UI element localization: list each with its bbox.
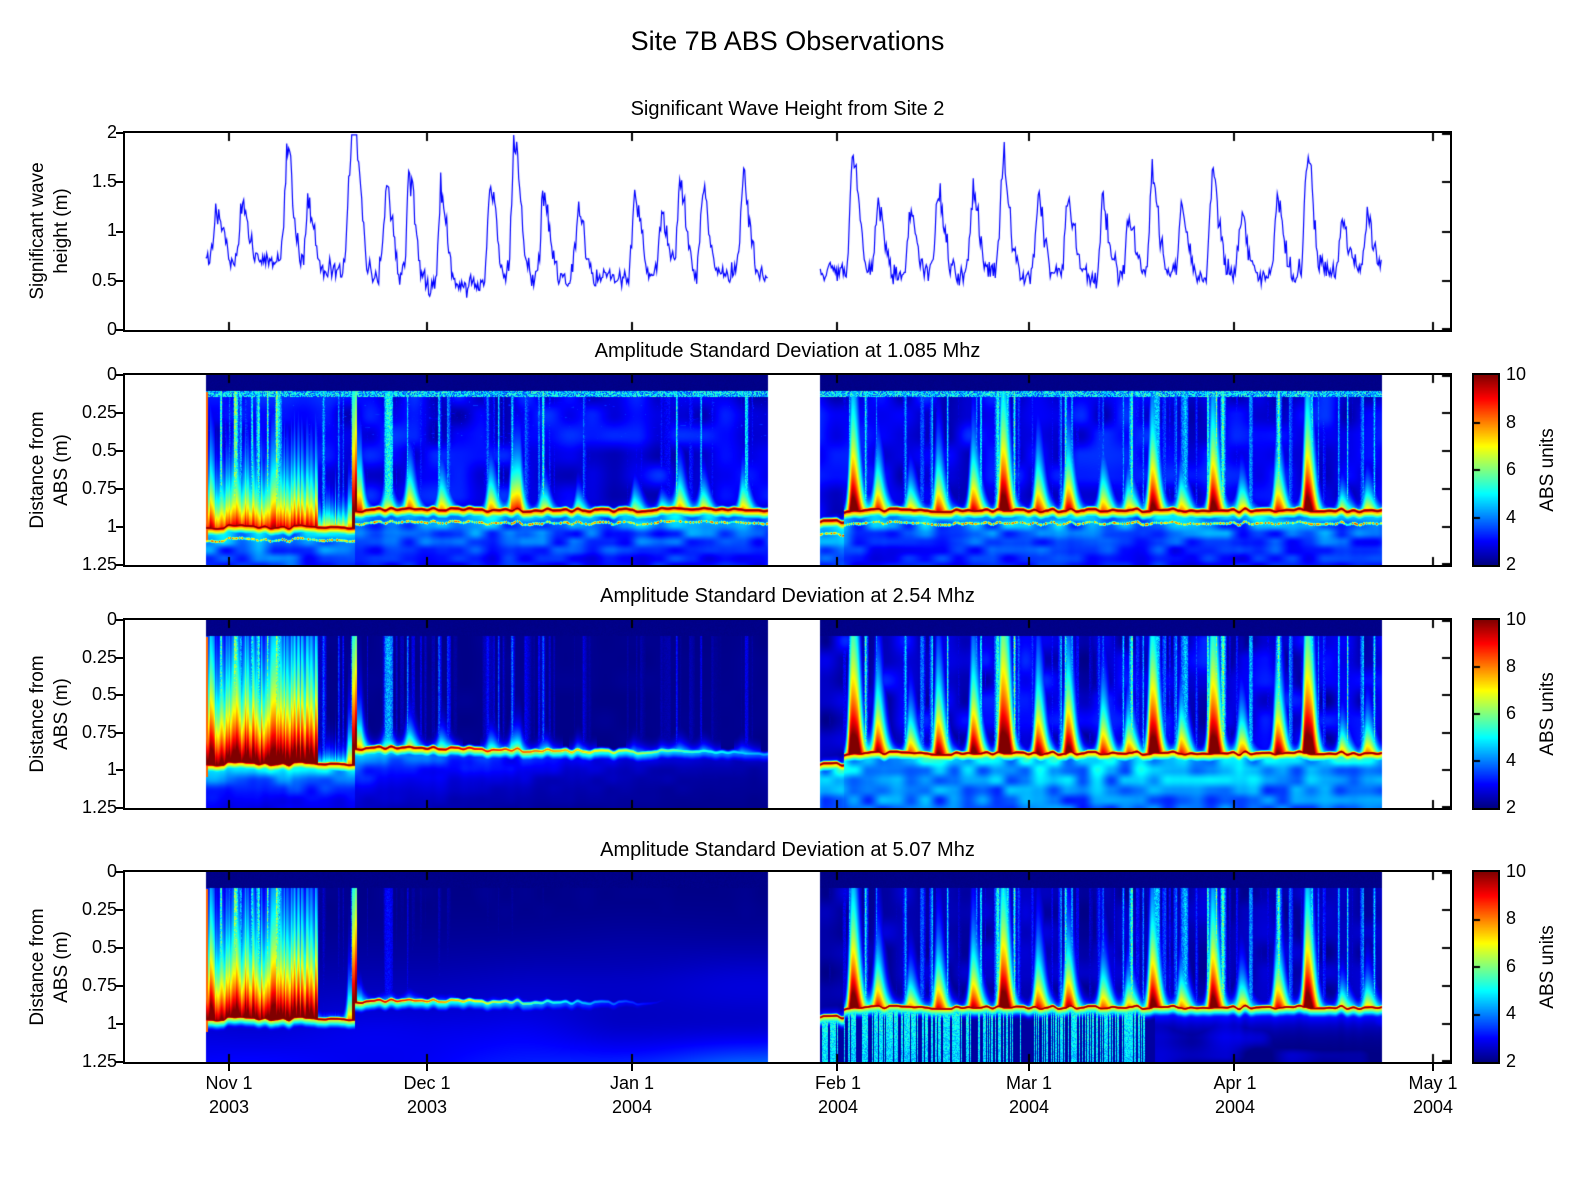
y-tick-label: 0.5 xyxy=(91,270,117,290)
y-tick-label: 0 xyxy=(106,861,117,881)
axis-tick-mark xyxy=(116,694,125,696)
axis-tick-mark xyxy=(836,1062,838,1071)
axis-tick-mark xyxy=(116,374,125,376)
y-tick-label: 0 xyxy=(106,609,117,629)
axis-tick-mark xyxy=(116,231,125,233)
axis-tick-mark xyxy=(1233,1062,1235,1071)
colorbar-tick-label: 8 xyxy=(1506,656,1517,676)
axis-tick-mark xyxy=(116,769,125,771)
panel-title-abs-1085: Amplitude Standard Deviation at 1.085 Mh… xyxy=(594,340,981,362)
axis-tick-mark xyxy=(116,329,125,331)
axis-tick-mark xyxy=(1028,1062,1030,1071)
y-axis-label-hm3-line1: Distance from xyxy=(27,908,48,1026)
y-tick-label: 1.25 xyxy=(81,554,117,574)
y-tick-label: 0.5 xyxy=(91,440,117,460)
x-tick-label-year: 2003 xyxy=(208,1097,250,1117)
axis-tick-mark xyxy=(116,657,125,659)
y-tick-label: 0.75 xyxy=(81,975,117,995)
x-tick-label-year: 2004 xyxy=(817,1097,859,1117)
panel-title-wave-height: Significant Wave Height from Site 2 xyxy=(630,98,945,120)
colorbar-3-canvas xyxy=(1472,870,1500,1064)
axis-tick-mark xyxy=(116,132,125,134)
y-tick-label: 0 xyxy=(106,364,117,384)
axis-tick-mark xyxy=(116,1023,125,1025)
colorbar-tick-label: 6 xyxy=(1506,703,1517,723)
x-tick-label-month: Feb 1 xyxy=(814,1073,862,1093)
colorbar-tick-label: 10 xyxy=(1506,364,1527,384)
y-tick-label: 0.5 xyxy=(91,684,117,704)
y-tick-label: 1 xyxy=(106,1013,117,1033)
y-tick-label: 0.75 xyxy=(81,722,117,742)
axis-tick-mark xyxy=(116,488,125,490)
axis-tick-mark xyxy=(116,732,125,734)
colorbar-tick-label: 8 xyxy=(1506,412,1517,432)
x-tick-label-month: Jan 1 xyxy=(609,1073,655,1093)
figure-title: Site 7B ABS Observations xyxy=(630,26,945,56)
axis-tick-mark xyxy=(116,871,125,873)
colorbar-2-canvas xyxy=(1472,618,1500,810)
x-tick-label-month: Dec 1 xyxy=(403,1073,451,1093)
y-tick-label: 0.25 xyxy=(81,899,117,919)
colorbar-tick-label: 2 xyxy=(1506,1051,1517,1071)
colorbar-tick-label: 2 xyxy=(1506,554,1517,574)
colorbar-1-canvas xyxy=(1472,373,1500,567)
colorbar-tick-label: 2 xyxy=(1506,797,1517,817)
y-tick-label: 1 xyxy=(106,759,117,779)
axis-tick-mark xyxy=(116,412,125,414)
y-tick-label: 2 xyxy=(106,122,117,142)
colorbar-tick-label: 6 xyxy=(1506,956,1517,976)
x-tick-label-month: May 1 xyxy=(1408,1073,1458,1093)
x-tick-label-month: Apr 1 xyxy=(1213,1073,1257,1093)
y-tick-label: 1.5 xyxy=(91,171,117,191)
colorbar-tick-label: 6 xyxy=(1506,459,1517,479)
axis-tick-mark xyxy=(1432,1062,1434,1071)
heatmap-254mhz-canvas xyxy=(123,618,1452,810)
axis-tick-mark xyxy=(631,1062,633,1071)
x-tick-label-year: 2004 xyxy=(1008,1097,1050,1117)
wave-height-plot-canvas xyxy=(123,131,1452,332)
y-tick-label: 1.25 xyxy=(81,797,117,817)
axis-tick-mark xyxy=(116,947,125,949)
x-tick-label-month: Mar 1 xyxy=(1005,1073,1052,1093)
axis-tick-mark xyxy=(116,564,125,566)
axis-tick-mark xyxy=(116,985,125,987)
y-tick-label: 0 xyxy=(106,319,117,339)
axis-tick-mark xyxy=(116,909,125,911)
y-tick-label: 1 xyxy=(106,516,117,536)
y-tick-label: 0.25 xyxy=(81,402,117,422)
colorbar-tick-label: 4 xyxy=(1506,507,1517,527)
y-axis-label-wave-line1: Significant wave xyxy=(27,162,48,300)
axis-tick-mark xyxy=(116,619,125,621)
x-tick-label-year: 2004 xyxy=(1214,1097,1256,1117)
heatmap-507mhz-canvas xyxy=(123,870,1452,1064)
panel-title-abs-507: Amplitude Standard Deviation at 5.07 Mhz xyxy=(600,839,975,861)
panel-title-abs-254: Amplitude Standard Deviation at 2.54 Mhz xyxy=(600,585,975,607)
axis-tick-mark xyxy=(116,807,125,809)
colorbar-tick-label: 10 xyxy=(1506,861,1527,881)
axis-tick-mark xyxy=(426,1062,428,1071)
axis-tick-mark xyxy=(116,1061,125,1063)
y-tick-label: 1.25 xyxy=(81,1051,117,1071)
heatmap-1085mhz-canvas xyxy=(123,373,1452,567)
x-tick-label-year: 2004 xyxy=(1412,1097,1454,1117)
x-tick-label-month: Nov 1 xyxy=(205,1073,253,1093)
x-tick-label-year: 2004 xyxy=(611,1097,653,1117)
colorbar-tick-label: 8 xyxy=(1506,908,1517,928)
x-tick-label-year: 2003 xyxy=(406,1097,448,1117)
axis-tick-mark xyxy=(116,181,125,183)
colorbar-tick-label: 10 xyxy=(1506,609,1527,629)
y-tick-label: 1 xyxy=(106,220,117,240)
y-tick-label: 0.25 xyxy=(81,647,117,667)
axis-tick-mark xyxy=(116,450,125,452)
colorbar-tick-label: 4 xyxy=(1506,1003,1517,1023)
colorbar-tick-label: 4 xyxy=(1506,750,1517,770)
axis-tick-mark xyxy=(116,280,125,282)
y-tick-label: 0.5 xyxy=(91,937,117,957)
axis-tick-mark xyxy=(228,1062,230,1071)
axis-tick-mark xyxy=(116,526,125,528)
y-axis-label-hm2-line1: Distance from xyxy=(27,655,48,773)
y-axis-label-hm1-line1: Distance from xyxy=(27,411,48,529)
y-tick-label: 0.75 xyxy=(81,478,117,498)
